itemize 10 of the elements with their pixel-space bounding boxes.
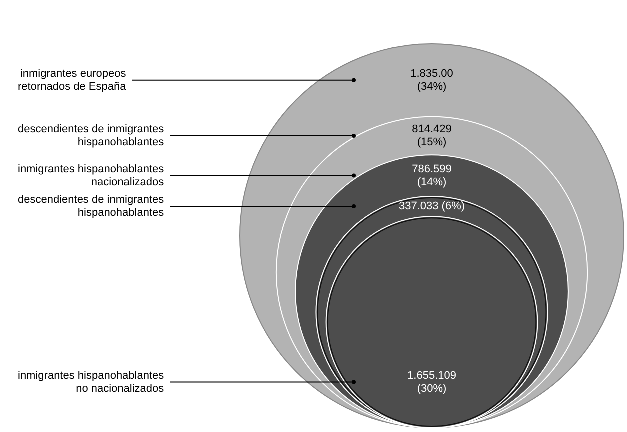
data-label: 814.429 (15%) xyxy=(412,124,452,149)
category-label: inmigrantes europeos retornados de España xyxy=(18,68,128,93)
category-label: inmigrantes hispanohablantes no nacionalizados xyxy=(18,370,165,395)
category-label: inmigrantes hispanohablantes nacionalizados xyxy=(18,163,165,188)
data-label: 337.033 (6%) xyxy=(398,200,466,213)
data-label: 786.599 (14%) xyxy=(412,163,452,188)
category-label: descendientes de inmigrantes hispanohablantes xyxy=(18,124,165,149)
data-label: 1.835.00 (34%) xyxy=(410,68,454,93)
category-label: descendientes de inmigrantes hispanohablantes xyxy=(18,194,165,220)
data-label: 1.655.109 (30%) xyxy=(408,370,456,395)
